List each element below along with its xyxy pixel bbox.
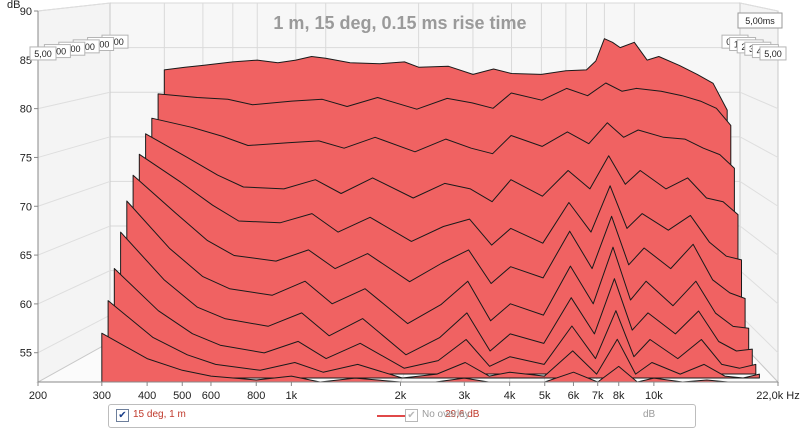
depth-end-label-box: 5,00ms xyxy=(737,12,783,29)
depth-tick-label: 5,00 xyxy=(764,49,782,59)
y-tick-label: 80 xyxy=(20,104,32,116)
right-wall-gridline xyxy=(739,225,779,256)
x-tick-label: 8k xyxy=(613,390,625,402)
depth-tick-box xyxy=(29,46,57,61)
overlay-unit: dB xyxy=(643,409,656,420)
x-tick-label: 3k xyxy=(459,390,471,402)
depth-tick-label: 2,00 xyxy=(77,42,95,52)
y-tick-label: 75 xyxy=(20,152,32,164)
x-tick-label: 400 xyxy=(138,390,156,402)
x-tick-label: 300 xyxy=(93,390,111,402)
right-wall-gridline xyxy=(739,2,779,12)
y-tick-label: 85 xyxy=(20,55,32,67)
depth-tick-label: 3,00 xyxy=(63,44,81,54)
x-tick-label: 600 xyxy=(202,390,220,402)
y-tick-label: 65 xyxy=(20,250,32,262)
depth-tick-right: 5,00 xyxy=(759,46,787,61)
right-wall-gridline xyxy=(739,136,779,158)
axes: 55 60 65 70 75 80 85 90 200 300 400 500 600 800 1k 2k 3k… xyxy=(20,6,800,402)
x-tick-label: 2k xyxy=(395,390,407,402)
depth-tick-label: 5,00 xyxy=(34,49,52,59)
x-tick-label: 22,0k Hz xyxy=(756,390,799,402)
overlay-checkbox[interactable]: ✔ xyxy=(405,409,418,422)
left-wall-gridline xyxy=(37,225,111,256)
x-tick-label: 6k xyxy=(568,390,580,402)
y-axis-unit-label: dB xyxy=(7,0,20,11)
x-tick-label: 500 xyxy=(173,390,191,402)
overlay-label: No overlay xyxy=(422,409,470,420)
depth-end-label: 5,00ms xyxy=(745,16,775,26)
x-tick-label: 10k xyxy=(645,390,663,402)
depth-tick-label: 1,00 xyxy=(92,40,110,50)
left-wall-gridline xyxy=(37,270,111,305)
y-tick-label: 60 xyxy=(20,299,32,311)
right-wall-gridline xyxy=(739,181,779,207)
left-wall-gridline xyxy=(37,91,111,110)
depth-tick-label: 0,00 xyxy=(106,37,124,47)
y-tick-label: 90 xyxy=(20,6,32,18)
right-wall-gridline xyxy=(739,91,779,110)
chart-title: 1 m, 15 deg, 0.15 ms rise time xyxy=(273,13,526,33)
left-wall-gridline xyxy=(37,180,111,207)
x-tick-label: 200 xyxy=(29,390,47,402)
y-tick-label: 70 xyxy=(20,201,32,213)
left-wall-gridline xyxy=(37,136,111,158)
depth-tick-left: 5,00 xyxy=(29,46,57,61)
series-label-15deg: 15 deg, 1 m xyxy=(133,409,186,420)
depth-tick-box xyxy=(759,46,787,61)
series-value: 29,6 dB xyxy=(445,409,480,420)
depth-tick-label: 4,00 xyxy=(49,47,67,57)
x-tick-label: 1k xyxy=(286,390,298,402)
x-tick-label: 4k xyxy=(504,390,516,402)
left-wall-gridline xyxy=(37,314,111,354)
y-tick-label: 55 xyxy=(20,348,32,360)
waterfall-slices xyxy=(101,38,764,383)
depth-axis-right: 0,001,002,003,004,005,00 xyxy=(721,34,787,61)
right-wall-gridline xyxy=(739,270,779,305)
waterfall-slice xyxy=(120,231,753,371)
series-line-swatch xyxy=(377,415,407,417)
x-tick-label: 7k xyxy=(592,390,604,402)
x-tick-label: 5k xyxy=(539,390,551,402)
right-wall-gridline xyxy=(739,314,779,354)
left-wall-gridline xyxy=(37,2,111,12)
series-checkbox-15deg[interactable]: ✔ xyxy=(116,409,129,422)
legend-bar: ✔ 15 deg, 1 m 29,6 dB ✔ No overlay dB xyxy=(108,404,696,428)
x-tick-label: 800 xyxy=(247,390,265,402)
depth-axis-left: 0,001,002,003,004,005,00 xyxy=(29,34,129,61)
